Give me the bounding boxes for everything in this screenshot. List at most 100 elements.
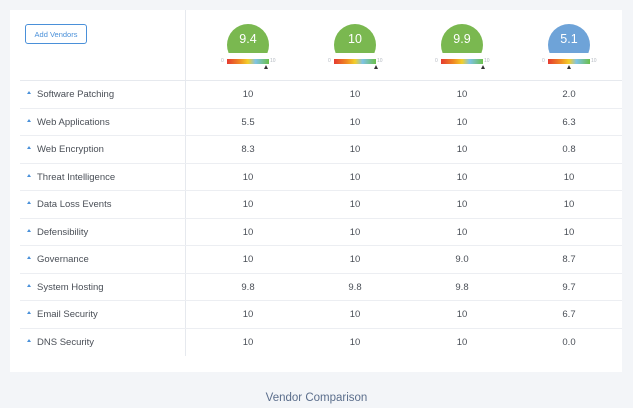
vendor-3-score-cell: 10 [456,309,468,320]
category-label: Defensibility [37,226,89,238]
vendor-2-score-cell: 10 [349,89,361,100]
chevron-up-icon[interactable] [27,256,31,259]
vendor-4-score-cell: 6.3 [562,116,576,128]
add-vendors-button[interactable]: Add Vendors [25,24,87,44]
vendor-1-score-cell: 10 [242,226,254,238]
score-gauge-bar [227,59,269,64]
chevron-up-icon[interactable] [27,338,31,342]
vendor-3-score-cell: 9.0 [455,254,469,265]
column-divider [185,10,186,356]
vendor-4-score-cell: 10 [563,171,575,183]
vendor-column-3[interactable]: 9.9 0 10 [430,24,494,82]
vendor-3-score-cell: 9.8 [455,281,469,293]
chevron-up-icon[interactable] [27,201,31,204]
chevron-up-icon[interactable] [27,173,31,177]
table-row[interactable]: Data Loss Events 10 10 10 10 [20,191,622,219]
vendor-2-score-cell: 10 [349,309,361,320]
vendor-comparison-card: Add Vendors 9.4 0 10 10 0 10 9.9 0 10 5.1 0 10 Soft… [10,10,622,372]
table-row[interactable]: Defensibility 10 10 10 10 [20,219,622,246]
page-caption: Vendor Comparison [265,392,368,404]
vendor-2-score-cell: 9.8 [348,281,362,293]
gauge-min-label: 0 [542,58,545,64]
category-label: Threat Intelligence [37,171,116,183]
table-row[interactable]: Email Security 10 10 10 6.7 [20,301,622,329]
vendor-3-score-cell: 10 [456,171,468,183]
vendor-1-score-cell: 10 [242,89,254,100]
gauge-max-label: 10 [377,58,383,64]
category-label: Web Applications [37,116,110,128]
vendor-2-score-cell: 10 [349,254,361,265]
gauge-marker [480,65,485,69]
vendor-score-value: 10 [348,32,362,46]
gauge-max-label: 10 [591,58,597,64]
category-label: Web Encryption [37,144,104,155]
header-divider [20,80,622,81]
vendor-score-value: 9.4 [239,32,257,46]
vendor-4-score-cell: 0.8 [562,144,576,155]
chevron-up-icon[interactable] [27,146,31,149]
category-label: System Hosting [37,281,104,293]
chevron-up-icon[interactable] [27,283,31,287]
gauge-min-label: 0 [328,58,331,64]
vendor-4-score-cell: 10 [563,226,575,238]
vendor-1-score-cell: 10 [242,171,254,183]
table-row[interactable]: Threat Intelligence 10 10 10 10 [20,164,622,191]
category-label: Governance [37,254,89,265]
vendor-3-score-cell: 10 [456,199,468,210]
vendor-4-score-cell: 2.0 [562,89,576,100]
vendor-2-score-cell: 10 [349,226,361,238]
table-row[interactable]: System Hosting 9.8 9.8 9.8 9.7 [20,274,622,301]
vendor-4-score-cell: 6.7 [562,309,576,320]
vendor-1-score-cell: 5.5 [241,116,255,128]
score-gauge-bar [548,59,590,64]
vendor-score-value: 9.9 [453,32,471,46]
category-label: Software Patching [37,89,115,100]
vendor-3-score-cell: 10 [456,226,468,238]
chevron-up-icon[interactable] [27,228,31,232]
table-row[interactable]: Software Patching 10 10 10 2.0 [20,81,622,109]
table-row[interactable]: Web Encryption 8.3 10 10 0.8 [20,136,622,164]
chevron-up-icon[interactable] [27,118,31,122]
vendor-1-score-cell: 10 [242,254,254,265]
vendor-1-score-cell: 10 [242,309,254,320]
chevron-up-icon[interactable] [27,311,31,314]
vendor-score-value: 5.1 [560,32,578,46]
score-gauge-bar [441,59,483,64]
vendor-column-4[interactable]: 5.1 0 10 [537,24,601,82]
table-row[interactable]: DNS Security 10 10 10 0.0 [20,329,622,357]
gauge-marker [567,65,572,69]
vendor-column-1[interactable]: 9.4 0 10 [216,24,280,82]
vendor-4-score-cell: 9.7 [562,281,576,293]
vendor-3-score-cell: 10 [456,116,468,128]
vendor-2-score-cell: 10 [349,336,361,348]
vendor-3-score-cell: 10 [456,144,468,155]
vendor-3-score-cell: 10 [456,89,468,100]
vendor-1-score-cell: 10 [242,336,254,348]
vendor-2-score-cell: 10 [349,171,361,183]
vendor-2-score-cell: 10 [349,144,361,155]
vendor-4-score-cell: 10 [563,199,575,210]
vendor-4-score-cell: 0.0 [562,336,576,348]
table-row[interactable]: Web Applications 5.5 10 10 6.3 [20,109,622,136]
table-row[interactable]: Governance 10 10 9.0 8.7 [20,246,622,274]
vendor-2-score-cell: 10 [349,199,361,210]
category-label: DNS Security [37,336,95,348]
gauge-max-label: 10 [484,58,490,64]
vendor-1-score-cell: 8.3 [241,144,255,155]
vendor-1-score-cell: 10 [242,199,254,210]
gauge-min-label: 0 [435,58,438,64]
category-table: Software Patching 10 10 10 2.0 Web Applicatio… [20,81,622,356]
gauge-min-label: 0 [221,58,224,64]
category-label: Email Security [37,309,98,320]
vendor-3-score-cell: 10 [456,336,468,348]
vendor-column-2[interactable]: 10 0 10 [323,24,387,82]
category-label: Data Loss Events [37,199,112,210]
chevron-up-icon[interactable] [27,91,31,94]
gauge-marker [264,65,269,69]
vendor-1-score-cell: 9.8 [241,281,255,293]
vendor-2-score-cell: 10 [349,116,361,128]
gauge-marker [374,65,378,69]
gauge-max-label: 10 [270,58,276,64]
vendor-4-score-cell: 8.7 [562,254,576,265]
score-gauge-bar [334,59,376,64]
